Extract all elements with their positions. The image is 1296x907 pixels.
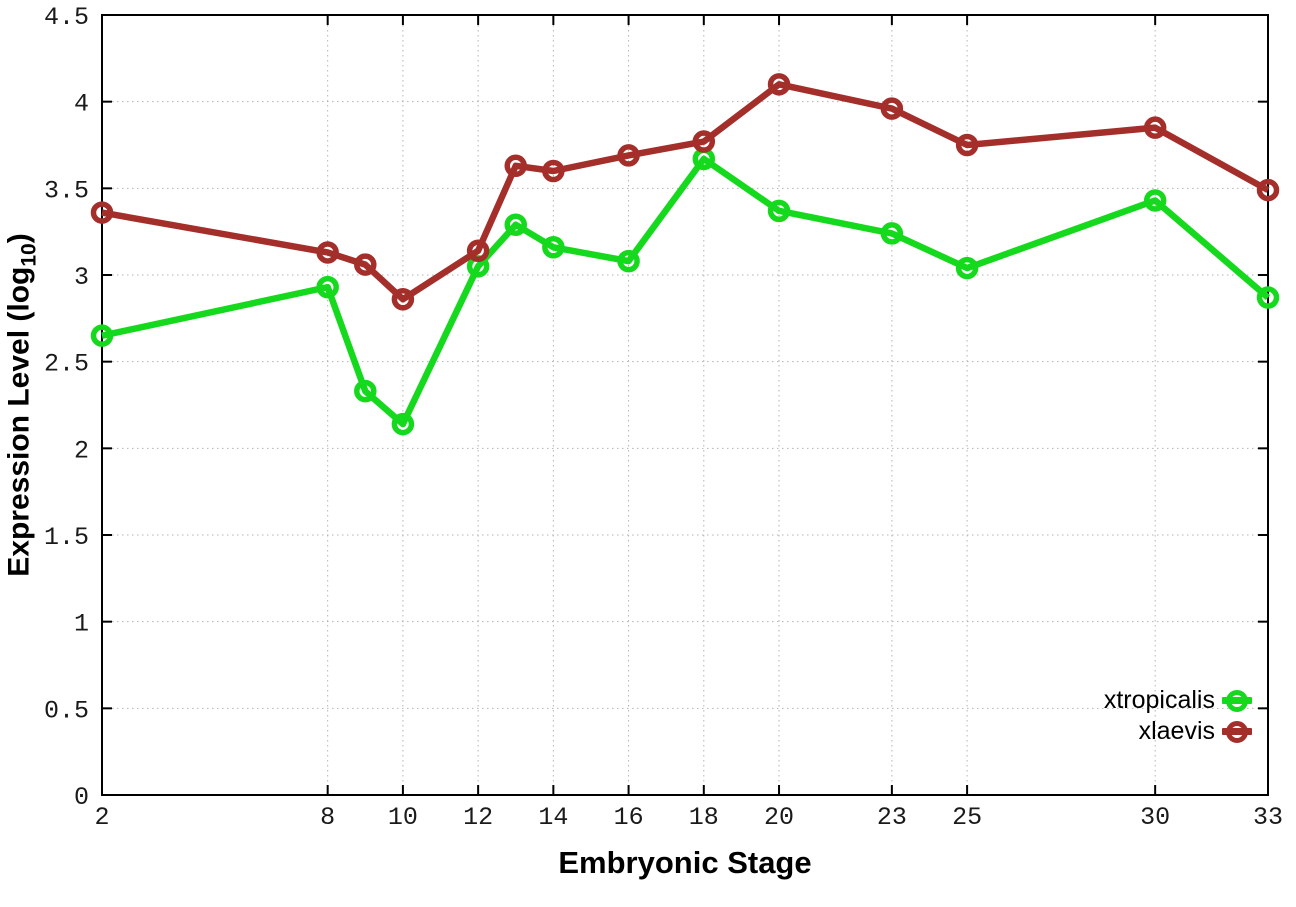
- legend-entry-xtropicalis: xtropicalis: [1104, 685, 1252, 716]
- data-point-xtropicalis: [391, 412, 415, 436]
- data-point-xtropicalis: [504, 213, 527, 236]
- x-tick-label: 16: [614, 803, 644, 832]
- legend-label: xtropicalis: [1103, 686, 1215, 714]
- data-point-xlaevis: [90, 201, 114, 224]
- legend-entry-xlaevis: xlaevis: [1139, 716, 1252, 747]
- x-tick-label: 10: [388, 803, 418, 832]
- data-point-xlaevis: [504, 154, 527, 178]
- data-point-xlaevis: [617, 144, 640, 167]
- y-tick-label: 2: [74, 436, 89, 465]
- x-tick-label: 30: [1140, 803, 1170, 832]
- data-point-xlaevis: [316, 241, 339, 264]
- plot-border: [101, 14, 1269, 796]
- y-tick-label: 4: [74, 90, 89, 119]
- y-tick-label: 3: [74, 263, 89, 292]
- y-axis-title-text: Expression Level (log10): [3, 233, 42, 576]
- data-point-xlaevis: [880, 97, 904, 120]
- data-point-xtropicalis: [90, 324, 114, 347]
- x-tick-label: 23: [877, 803, 907, 832]
- data-point-xlaevis: [354, 253, 377, 276]
- legend: xtropicalis xlaevis: [1104, 685, 1252, 747]
- open-circle-marker-icon: [1226, 720, 1248, 743]
- x-axis-title: Embryonic Stage: [558, 845, 812, 880]
- y-axis-title-sub: 10: [17, 243, 41, 267]
- y-tick-label: 1: [74, 610, 89, 639]
- data-point-xtropicalis: [542, 236, 565, 259]
- y-tick-label: 0.5: [44, 696, 89, 725]
- x-tick-label: 14: [538, 803, 568, 832]
- y-axis-title-post: ): [2, 233, 36, 244]
- x-tick-label: 8: [320, 803, 335, 832]
- y-tick-label: 4.5: [44, 3, 89, 32]
- data-point-xtropicalis: [1256, 286, 1280, 309]
- x-tick-label: 25: [952, 803, 982, 832]
- open-circle-marker-icon: [1226, 689, 1248, 712]
- data-point-xlaevis: [542, 159, 565, 183]
- data-point-xtropicalis: [617, 249, 640, 273]
- y-axis-title-pre: Expression Level (log: [2, 266, 36, 577]
- series-line-xtropicalis: [101, 155, 1271, 428]
- data-point-xlaevis: [955, 133, 979, 157]
- y-tick-label: 2.5: [44, 350, 89, 379]
- legend-sample-line: [1222, 689, 1252, 712]
- data-point-xtropicalis: [1143, 189, 1167, 212]
- data-point-xtropicalis: [767, 199, 791, 223]
- x-tick-label: 18: [689, 803, 719, 832]
- x-tick-label: 33: [1253, 803, 1283, 832]
- data-point-xtropicalis: [316, 275, 339, 299]
- data-point-xlaevis: [1256, 178, 1280, 202]
- data-point-xlaevis: [767, 73, 791, 96]
- y-tick-label: 3.5: [44, 176, 89, 205]
- data-point-xlaevis: [692, 130, 716, 153]
- y-tick-label: 0: [74, 783, 89, 812]
- series-line-xlaevis: [101, 81, 1270, 303]
- y-tick-label: 1.5: [44, 523, 89, 552]
- x-tick-label: 12: [463, 803, 493, 832]
- data-point-xlaevis: [1143, 116, 1167, 139]
- data-point-xtropicalis: [354, 379, 377, 403]
- x-tick-label: 20: [764, 803, 794, 832]
- x-tick-label: 2: [94, 803, 109, 832]
- data-point-xtropicalis: [880, 222, 904, 245]
- data-point-xtropicalis: [955, 256, 979, 280]
- data-point-xlaevis: [466, 239, 490, 262]
- legend-label: xlaevis: [1138, 717, 1215, 745]
- data-point-xlaevis: [391, 288, 415, 311]
- legend-sample-line: [1222, 720, 1252, 743]
